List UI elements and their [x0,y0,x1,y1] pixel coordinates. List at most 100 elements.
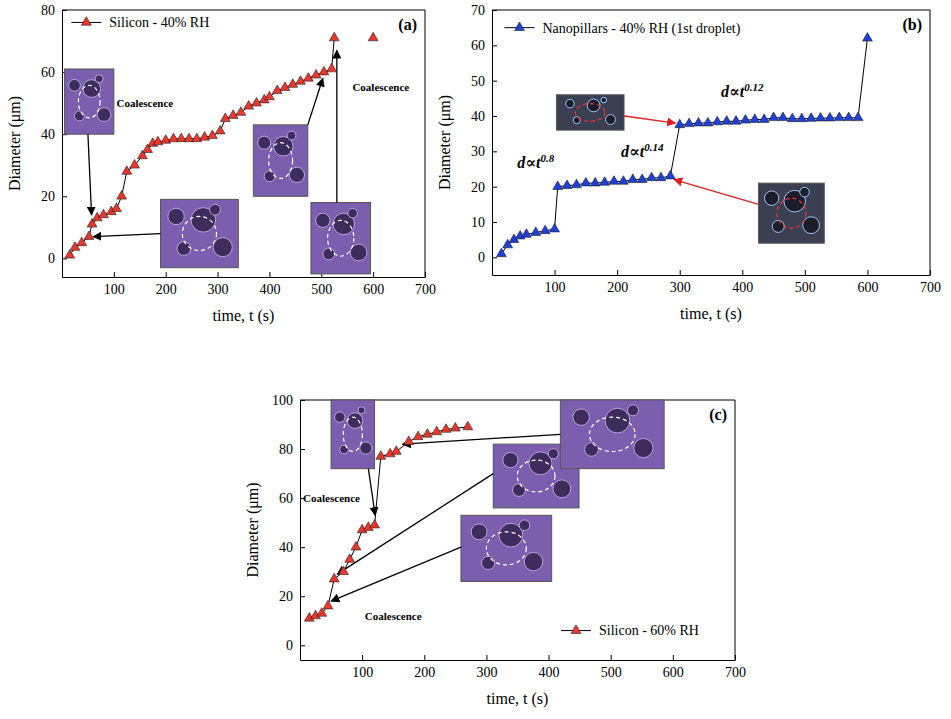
tick-mark [555,270,556,275]
plot-area [304,421,472,621]
tick: 100 [272,393,305,408]
tick-label: 20 [279,589,293,604]
series-line [501,38,867,254]
tick-mark [492,10,497,11]
panel: 100200300400500600700020406080100time, t… [244,393,746,708]
inset-highlight [78,85,100,118]
inset-droplet [264,171,275,182]
tick-label: 400 [259,282,280,297]
plot-frame [62,10,425,277]
data-point [432,426,442,435]
tick: 400 [259,272,280,297]
inset-background [461,515,552,581]
tick-label: 300 [476,665,497,680]
data-point [413,431,423,440]
arrow [674,180,758,205]
tick-mark [492,187,497,188]
tick-mark [617,270,618,275]
panel-label: (b) [902,16,922,34]
data-point [463,421,473,430]
data-point [550,223,560,232]
data-point [370,519,380,528]
tick-mark [300,547,305,548]
data-point [712,116,722,125]
annotation-text: d∝t [517,154,541,171]
inset-droplet [358,407,365,414]
inset-image [253,125,307,196]
tick-label: 600 [363,282,384,297]
x-axis-title: time, t (s) [213,307,275,325]
tick: 200 [414,655,435,680]
tick-label: 50 [471,74,485,89]
annotation-text: d∝t [721,83,745,100]
data-point [376,451,386,460]
panel: 100200300400500600700020406080time, t (s… [6,3,436,325]
inset-droplet [519,520,530,531]
y-axis: 010203040506070 [471,3,497,276]
inset-highlight [486,532,526,565]
tick-mark [492,81,497,82]
tick: 10 [471,215,497,230]
tick-label: 600 [857,280,878,295]
inset-droplet [471,524,487,540]
tick: 60 [41,65,67,80]
tick-mark [300,645,305,646]
tick-mark [486,655,487,660]
arrow [368,469,375,516]
tick-mark [867,270,868,275]
tick-mark [269,272,270,277]
data-point [562,180,572,189]
tick-mark [492,151,497,152]
y-axis: 020406080100 [272,393,305,661]
data-point [84,231,94,240]
data-point [609,176,619,185]
tick-mark [805,270,806,275]
tick-mark [492,45,497,46]
tick-label: 100 [352,665,373,680]
tick-label: 30 [471,144,485,159]
tick: 30 [471,144,497,159]
data-point [778,112,788,121]
tick-label: 700 [725,665,746,680]
tick: 80 [41,3,67,18]
tick-mark [300,449,305,450]
tick: 40 [41,127,67,142]
data-point [844,112,854,121]
panel-label: (c) [709,406,727,424]
inset-image [311,202,371,273]
plot-area [496,33,872,257]
annotation-superscript: 0.8 [541,152,555,164]
legend: Silicon - 40% RH [71,15,209,30]
inset-highlight [328,220,354,256]
inset-droplet [177,242,191,256]
tick: 0 [286,638,305,653]
tick-label: 200 [607,280,628,295]
tick-label: 700 [920,280,941,295]
panel: 100200300400500600700010203040506070time… [436,3,941,323]
inset-image [461,515,552,581]
tick-mark [62,10,67,11]
tick-label: 40 [471,109,485,124]
tick: 600 [663,655,684,680]
tick: 300 [208,272,229,297]
inset-droplet [210,204,221,215]
tick-mark [425,272,426,277]
tick-label: 100 [545,280,566,295]
legend-label: Silicon - 40% RH [109,15,209,30]
inset-droplet [95,75,103,83]
inset-droplet [553,480,571,498]
inset-highlight [575,104,605,122]
tick: 80 [279,442,305,457]
tick-mark [166,272,167,277]
data-point [637,174,647,183]
data-point [600,177,610,186]
inset-droplet [566,99,574,107]
tick-label: 100 [104,282,125,297]
x-axis-title: time, t (s) [680,305,742,323]
tick-mark [611,655,612,660]
inset-droplet [482,556,495,569]
x-axis: 100200300400500600700 [493,270,942,295]
y-axis-title: Diameter (μm) [436,95,454,190]
data-point [750,114,760,123]
tick: 100 [352,655,373,680]
